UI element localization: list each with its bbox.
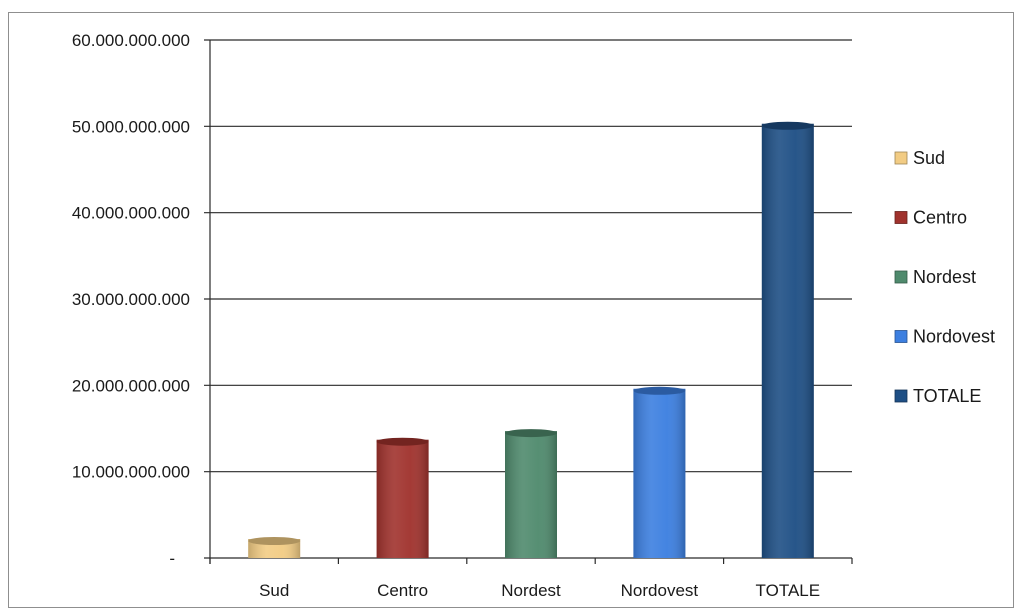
- y-tick-label: 30.000.000.000: [72, 290, 190, 309]
- y-tick-label: 40.000.000.000: [72, 204, 190, 223]
- legend-label: Nordovest: [913, 327, 995, 347]
- bar-shading: [761, 123, 814, 558]
- x-tick-label: TOTALE: [756, 581, 821, 600]
- legend-label: Centro: [913, 208, 967, 228]
- legend-label: TOTALE: [913, 386, 981, 406]
- y-tick-label: 50.000.000.000: [72, 117, 190, 136]
- y-tick-label: -: [169, 549, 175, 568]
- x-axis-tick-labels: Sud Centro Nordest Nordovest TOTALE: [259, 581, 820, 600]
- bar-shading: [505, 431, 557, 558]
- gridlines: [204, 39, 852, 473]
- legend-label: Nordest: [913, 267, 976, 287]
- bar-cap: [376, 437, 429, 446]
- bar-cap: [761, 121, 814, 130]
- x-tick-label: Sud: [259, 581, 289, 600]
- bar-cap: [248, 537, 301, 546]
- y-tick-label: 60.000.000.000: [72, 31, 190, 50]
- legend-swatch: [894, 389, 908, 403]
- legend-swatch: [894, 151, 908, 165]
- y-tick-label: 20.000.000.000: [72, 376, 190, 395]
- y-tick-label: 10.000.000.000: [72, 463, 190, 482]
- bar-cap: [633, 386, 686, 395]
- legend-swatch: [894, 211, 908, 224]
- bar-cap: [505, 429, 557, 438]
- x-tick-label: Nordovest: [621, 581, 699, 600]
- bars: [248, 121, 814, 558]
- x-tick-label: Centro: [377, 581, 428, 600]
- bar-shading: [633, 388, 686, 558]
- legend: Sud Centro Nordest Nordovest TOTALE: [894, 148, 995, 406]
- y-axis-tick-labels: - 10.000.000.000 20.000.000.000 30.000.000.…: [72, 31, 190, 568]
- x-tick-label: Nordest: [501, 581, 561, 600]
- legend-swatch: [894, 330, 908, 343]
- legend-label: Sud: [913, 148, 945, 168]
- bar-shading: [376, 439, 429, 558]
- legend-swatch: [894, 270, 908, 284]
